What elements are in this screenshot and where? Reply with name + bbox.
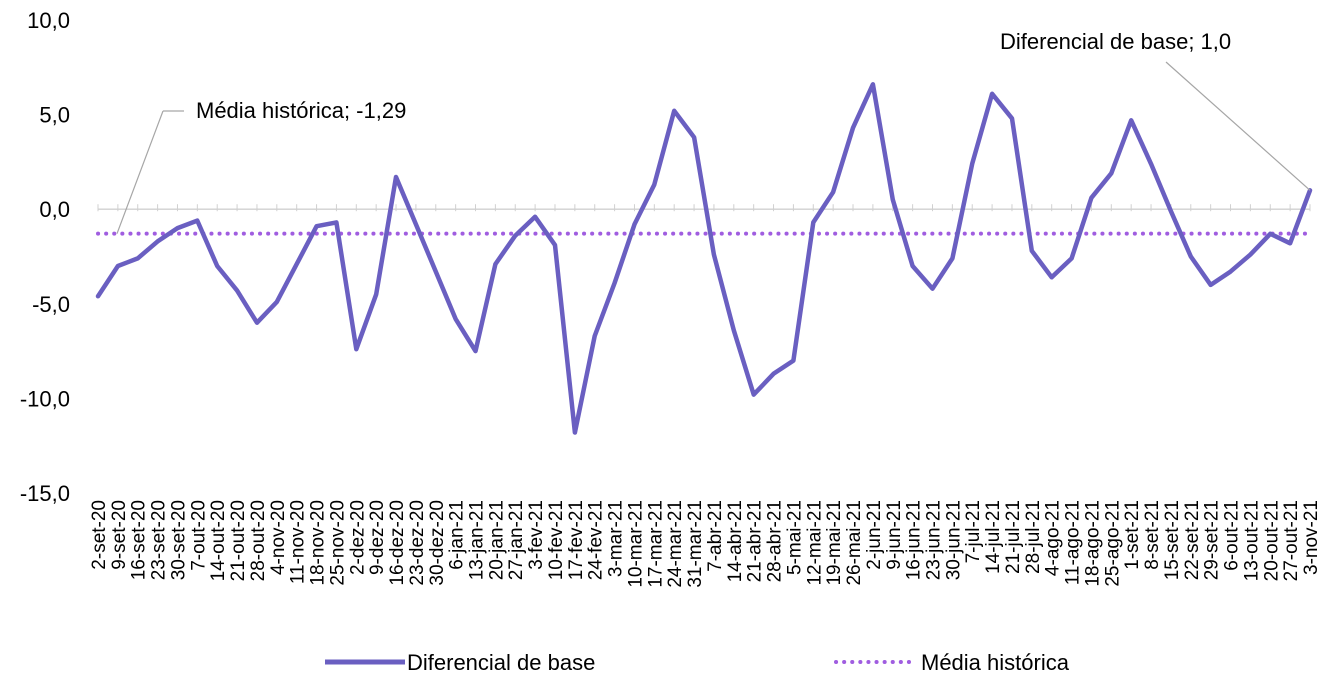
x-tick-label: 9-jun-21 xyxy=(884,500,905,570)
x-tick-label: 10-fev-21 xyxy=(546,500,567,580)
x-tick-label: 28-jul-21 xyxy=(1023,500,1044,574)
legend: Diferencial de base Média histórica xyxy=(325,650,1070,673)
x-tick-label: 30-dez-20 xyxy=(427,500,448,586)
x-tick-label: 23-dez-20 xyxy=(407,500,428,586)
x-tick-label: 31-mar-21 xyxy=(685,500,706,588)
x-tick-label: 13-jan-21 xyxy=(467,500,488,580)
x-tick-label: 4-nov-20 xyxy=(268,500,289,575)
y-tick-label: -5,0 xyxy=(32,292,70,317)
x-tick-label: 8-set-21 xyxy=(1142,500,1163,570)
x-tick-label: 7-out-20 xyxy=(188,500,209,571)
legend-label-media: Média histórica xyxy=(921,650,1070,673)
x-tick-label: 24-fev-21 xyxy=(586,500,607,580)
x-tick-labels: 2-set-209-set-2016-set-2023-set-2030-set… xyxy=(89,500,1322,588)
x-tick-label: 23-jun-21 xyxy=(923,500,944,580)
y-tick-label: 0,0 xyxy=(39,197,70,222)
y-tick-label: -10,0 xyxy=(20,386,70,411)
y-axis: 10,0 5,0 0,0 -5,0 -10,0 -15,0 xyxy=(20,8,70,506)
x-tick-label: 13-out-21 xyxy=(1241,500,1262,581)
x-tick-label: 16-jun-21 xyxy=(904,500,925,580)
x-tick-label: 2-dez-20 xyxy=(347,500,368,575)
x-tick-label: 19-mai-21 xyxy=(824,500,845,586)
x-tick-label: 14-abr-21 xyxy=(725,500,746,582)
x-tick-label: 7-jul-21 xyxy=(963,500,984,563)
x-tick-label: 3-fev-21 xyxy=(526,500,547,570)
y-tick-label: 10,0 xyxy=(27,8,70,33)
x-tick-label: 25-ago-21 xyxy=(1102,500,1123,587)
x-tick-label: 18-nov-20 xyxy=(308,500,329,586)
series-diferencial-de-base xyxy=(95,82,1313,435)
x-tick-label: 6-jan-21 xyxy=(447,500,468,570)
x-tick-label: 21-abr-21 xyxy=(745,500,766,582)
x-tick-label: 27-jan-21 xyxy=(506,500,527,580)
x-tick-label: 27-out-21 xyxy=(1281,500,1302,581)
x-tick-label: 29-set-21 xyxy=(1202,500,1223,580)
x-tick-label: 28-out-20 xyxy=(248,500,269,581)
x-tick-label: 7-abr-21 xyxy=(705,500,726,572)
annotation-leader-media xyxy=(116,110,164,234)
x-tick-label: 10-mar-21 xyxy=(625,500,646,588)
x-tick-label: 21-jul-21 xyxy=(1003,500,1024,574)
annotation-diferencial-de-base: Diferencial de base; 1,0 xyxy=(1000,29,1231,54)
diferencial-de-base-line xyxy=(95,82,1313,435)
y-tick-label: -15,0 xyxy=(20,481,70,506)
x-tick-label: 4-ago-21 xyxy=(1043,500,1064,576)
x-tick-label: 3-nov-21 xyxy=(1301,500,1322,575)
x-tick-label: 17-fev-21 xyxy=(566,500,587,580)
x-tick-label: 24-mar-21 xyxy=(665,500,686,588)
x-tick-label: 9-set-20 xyxy=(109,500,130,570)
x-tick-label: 26-mai-21 xyxy=(844,500,865,586)
annotation-media-historica: Média histórica; -1,29 xyxy=(196,98,406,123)
x-tick-label: 11-ago-21 xyxy=(1063,500,1084,585)
x-tick-label: 20-out-21 xyxy=(1261,500,1282,581)
x-tick-label: 5-mai-21 xyxy=(784,500,805,575)
x-tick-label: 6-out-21 xyxy=(1222,500,1243,571)
x-tick-label: 25-nov-20 xyxy=(327,500,348,586)
x-tick-label: 9-dez-20 xyxy=(367,500,388,575)
x-tick-label: 16-set-20 xyxy=(129,500,150,580)
x-tick-label: 18-ago-21 xyxy=(1082,500,1103,587)
x-tick-label: 12-mai-21 xyxy=(804,500,825,586)
x-tick-label: 28-abr-21 xyxy=(765,500,786,582)
x-tick-label: 30-jun-21 xyxy=(943,500,964,580)
x-tick-label: 20-jan-21 xyxy=(486,500,507,580)
x-tick-label: 30-set-20 xyxy=(168,500,189,580)
x-tick-label: 1-set-21 xyxy=(1122,500,1143,570)
x-tick-label: 22-set-21 xyxy=(1182,500,1203,580)
x-tick-label: 23-set-20 xyxy=(149,500,170,580)
x-tick-label: 21-out-20 xyxy=(228,500,249,581)
x-tick-label: 14-out-20 xyxy=(208,500,229,581)
x-tick-label: 3-mar-21 xyxy=(606,500,627,577)
annotation-leader-diferencial xyxy=(1165,61,1311,191)
x-tick-label: 2-jun-21 xyxy=(864,500,885,570)
legend-label-diferencial: Diferencial de base xyxy=(407,650,595,673)
x-tick-label: 17-mar-21 xyxy=(645,500,666,588)
x-tick-label: 11-nov-20 xyxy=(288,500,309,584)
x-tick-label: 16-dez-20 xyxy=(387,500,408,586)
y-tick-label: 5,0 xyxy=(39,103,70,128)
x-tick-label: 14-jul-21 xyxy=(983,500,1004,574)
x-tick-label: 2-set-20 xyxy=(89,500,110,570)
x-tick-label: 15-set-21 xyxy=(1162,500,1183,580)
annotations: Média histórica; -1,29 Diferencial de ba… xyxy=(116,29,1311,234)
